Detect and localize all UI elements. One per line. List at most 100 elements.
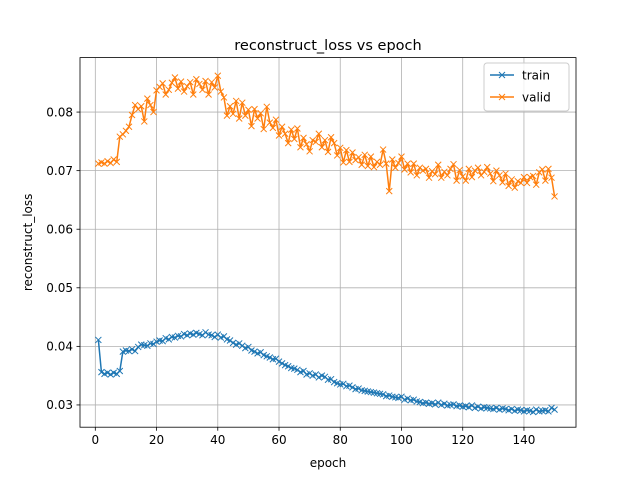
legend-label-valid: valid — [522, 90, 551, 104]
data-point-valid — [459, 173, 467, 180]
data-point-valid — [300, 134, 307, 142]
data-point-valid — [309, 136, 317, 144]
data-point-valid — [226, 102, 234, 110]
data-point-train — [211, 333, 219, 341]
data-point-valid — [392, 164, 399, 172]
data-point-train — [134, 343, 142, 351]
data-point-valid — [251, 105, 258, 113]
data-point-valid — [388, 156, 396, 163]
data-point-train — [266, 354, 274, 361]
data-point-valid — [502, 170, 509, 177]
data-point-valid — [128, 111, 136, 119]
data-point-train — [294, 366, 301, 374]
data-point-valid — [447, 165, 454, 173]
data-point-valid — [480, 168, 488, 176]
data-point-valid — [532, 181, 540, 189]
data-point-valid — [199, 86, 206, 94]
data-point-valid — [465, 165, 473, 173]
data-point-valid — [223, 112, 231, 119]
data-point-valid — [545, 165, 552, 173]
data-point-train — [226, 337, 234, 344]
data-point-train — [177, 333, 185, 340]
y-tick-label: 0.05 — [46, 281, 73, 295]
data-point-valid — [517, 179, 525, 187]
data-point-valid — [450, 160, 457, 168]
data-point-valid — [437, 174, 445, 182]
data-point-valid — [367, 153, 375, 160]
data-point-valid — [110, 156, 118, 163]
data-point-valid — [370, 163, 378, 171]
data-point-valid — [208, 78, 216, 86]
data-point-valid — [183, 82, 191, 90]
data-point-valid — [137, 102, 145, 110]
data-point-train — [98, 368, 105, 376]
data-point-train — [144, 342, 151, 350]
data-point-train — [183, 331, 191, 339]
data-point-valid — [330, 139, 338, 147]
data-point-valid — [260, 125, 268, 133]
data-point-valid — [192, 75, 200, 83]
y-tick-label: 0.07 — [46, 164, 73, 178]
data-point-valid — [278, 123, 286, 131]
data-point-valid — [407, 169, 415, 176]
grid — [80, 57, 576, 428]
data-point-valid — [538, 166, 546, 173]
data-point-train — [306, 369, 313, 377]
data-point-train — [165, 335, 173, 343]
data-point-train — [125, 347, 133, 355]
data-point-train — [202, 328, 209, 336]
x-tick-label: 60 — [271, 433, 286, 447]
data-point-train — [278, 360, 286, 367]
data-point-train — [349, 384, 356, 391]
data-point-valid — [306, 147, 313, 155]
data-point-valid — [266, 119, 274, 126]
data-point-train — [235, 340, 243, 347]
y-tick-label: 0.04 — [46, 340, 73, 354]
data-point-train — [379, 391, 387, 398]
data-point-valid — [444, 171, 451, 179]
data-point-valid — [376, 161, 384, 169]
data-point-valid — [162, 91, 170, 98]
data-point-valid — [422, 165, 430, 173]
data-point-train — [355, 385, 362, 392]
data-point-valid — [315, 130, 323, 138]
data-point-valid — [339, 159, 347, 166]
data-point-train — [131, 347, 139, 355]
data-point-valid — [290, 135, 298, 143]
x-tick-label: 120 — [451, 433, 474, 447]
data-point-train — [251, 348, 258, 355]
y-axis-label: reconstruct_loss — [21, 194, 35, 292]
data-point-train — [284, 362, 292, 370]
data-point-valid — [303, 140, 310, 148]
data-point-valid — [147, 101, 154, 109]
data-point-valid — [419, 167, 427, 175]
y-tick-label: 0.08 — [46, 105, 73, 119]
data-point-valid — [413, 171, 421, 179]
data-point-train — [189, 331, 197, 339]
data-point-valid — [358, 161, 366, 169]
data-point-valid — [229, 110, 237, 118]
data-point-valid — [165, 86, 173, 94]
series-valid — [95, 72, 558, 200]
data-point-valid — [116, 133, 124, 141]
data-point-train — [116, 367, 124, 375]
data-point-train — [404, 395, 411, 402]
data-point-valid — [174, 85, 182, 92]
x-tick-label: 80 — [333, 433, 348, 447]
data-point-valid — [101, 160, 108, 167]
data-point-valid — [327, 133, 335, 141]
legend-marker-valid — [498, 93, 506, 101]
data-point-train — [128, 345, 136, 353]
data-point-valid — [401, 166, 408, 173]
data-point-valid — [248, 122, 255, 130]
data-point-valid — [257, 109, 264, 117]
data-point-valid — [171, 74, 179, 81]
data-point-valid — [398, 153, 405, 160]
chart-title: reconstruct_loss vs epoch — [234, 38, 421, 54]
y-tick-label: 0.06 — [46, 223, 73, 237]
data-point-valid — [355, 153, 362, 161]
data-point-train — [208, 331, 216, 339]
data-point-valid — [214, 72, 222, 80]
data-point-valid — [551, 193, 558, 200]
